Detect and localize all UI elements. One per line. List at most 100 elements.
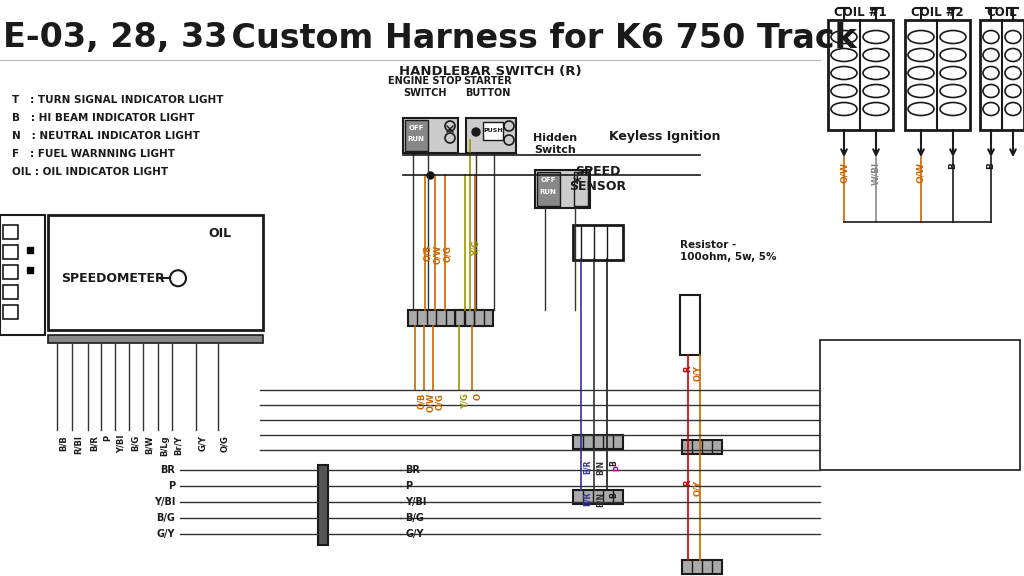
Text: B: B	[609, 460, 618, 466]
Text: Y/Bl: Y/Bl	[154, 497, 175, 507]
Bar	[573, 225, 623, 260]
Text: B/N: B/N	[596, 460, 605, 475]
Text: COIL: COIL	[987, 6, 1017, 18]
Text: P: P	[613, 465, 622, 471]
Bar	[980, 20, 1024, 130]
Bar	[483, 122, 503, 140]
Text: B/G: B/G	[131, 435, 140, 451]
Circle shape	[472, 128, 480, 136]
Bar	[318, 465, 328, 545]
Text: COIL #1: COIL #1	[834, 6, 887, 18]
Bar	[3, 265, 18, 279]
Text: Br/Y: Br/Y	[174, 435, 183, 454]
Text: OIL: OIL	[209, 227, 231, 240]
Text: RUN: RUN	[540, 189, 556, 195]
Text: B: B	[948, 162, 957, 169]
Bar	[408, 310, 483, 326]
Text: T   : TURN SIGNAL INDICATOR LIGHT: T : TURN SIGNAL INDICATOR LIGHT	[12, 95, 223, 105]
Bar	[574, 172, 588, 206]
Bar	[573, 490, 623, 504]
Text: B/R: B/R	[583, 492, 592, 506]
Text: Y/G: Y/G	[472, 240, 481, 256]
Text: OFF: OFF	[541, 177, 556, 183]
Text: R: R	[683, 365, 692, 372]
Text: HANDLEBAR SWITCH (R): HANDLEBAR SWITCH (R)	[398, 66, 582, 78]
Text: B/G: B/G	[406, 513, 424, 523]
Text: RUN: RUN	[408, 136, 424, 142]
Bar	[820, 340, 1020, 470]
Text: SPEED
SENSOR: SPEED SENSOR	[569, 165, 627, 193]
Bar	[682, 560, 722, 574]
Text: BR: BR	[160, 465, 175, 475]
Text: SPEEDOMETER: SPEEDOMETER	[61, 272, 165, 285]
Text: G/Y: G/Y	[157, 529, 175, 539]
Text: P: P	[103, 435, 112, 441]
Bar	[406, 120, 428, 151]
Text: G/Y: G/Y	[198, 435, 207, 451]
Text: O/Y: O/Y	[693, 365, 702, 381]
Text: R/Bl: R/Bl	[74, 435, 83, 454]
Text: O/W: O/W	[426, 393, 435, 412]
Text: B: B	[986, 162, 995, 169]
Text: ENGINE STOP
SWITCH: ENGINE STOP SWITCH	[388, 77, 462, 98]
Text: P: P	[168, 481, 175, 491]
Text: B/Lg: B/Lg	[160, 435, 169, 456]
Text: B/B: B/B	[59, 435, 68, 451]
Text: O/Y: O/Y	[693, 480, 702, 496]
Text: N   : NEUTRAL INDICATOR LIGHT: N : NEUTRAL INDICATOR LIGHT	[12, 131, 200, 141]
Bar	[0, 215, 45, 335]
Text: E-03, 28, 33: E-03, 28, 33	[3, 21, 227, 55]
Text: *: *	[572, 175, 582, 193]
Text: F   : FUEL WARNNING LIGHT: F : FUEL WARNNING LIGHT	[12, 149, 175, 159]
Text: B: B	[609, 492, 618, 498]
Text: O/W: O/W	[433, 245, 442, 264]
Bar	[680, 295, 700, 355]
Bar	[537, 172, 560, 206]
Bar	[3, 225, 18, 239]
Text: G/Y: G/Y	[406, 529, 424, 539]
Text: O/G: O/G	[220, 435, 229, 452]
Text: O/W: O/W	[916, 162, 926, 183]
Text: PUSH: PUSH	[483, 128, 503, 134]
Text: STARTER
BUTTON: STARTER BUTTON	[464, 77, 512, 98]
Bar	[455, 310, 493, 326]
Text: OIL : OIL INDICATOR LIGHT: OIL : OIL INDICATOR LIGHT	[12, 167, 168, 177]
Text: Hidden
Switch: Hidden Switch	[532, 134, 578, 155]
Text: Keyless Ignition: Keyless Ignition	[609, 130, 721, 143]
Text: Y/Bl: Y/Bl	[406, 497, 426, 507]
Text: Y/Bl: Y/Bl	[117, 435, 126, 453]
Bar	[905, 20, 970, 130]
Bar	[3, 245, 18, 259]
Bar	[828, 20, 893, 130]
Text: O/W: O/W	[840, 162, 849, 183]
Bar	[535, 170, 590, 208]
Text: B/N: B/N	[596, 492, 605, 507]
Bar	[466, 118, 516, 153]
Text: O/G: O/G	[443, 245, 452, 262]
Text: O/G: O/G	[435, 393, 444, 410]
Bar	[3, 305, 18, 319]
Text: W/Bl: W/Bl	[871, 162, 881, 185]
Text: BR: BR	[406, 465, 420, 475]
Text: Resistor -
100ohm, 5w, 5%: Resistor - 100ohm, 5w, 5%	[680, 240, 776, 262]
Text: B/G: B/G	[156, 513, 175, 523]
Text: B/R: B/R	[90, 435, 99, 451]
Bar	[48, 215, 263, 330]
Bar	[573, 435, 623, 449]
Text: R: R	[683, 480, 692, 487]
Text: O/B: O/B	[423, 245, 432, 262]
Bar	[48, 335, 263, 343]
Bar	[403, 118, 458, 153]
Text: O/B: O/B	[417, 393, 426, 410]
Text: P: P	[406, 481, 412, 491]
Text: Y/G: Y/G	[461, 393, 470, 409]
Text: B/R: B/R	[583, 460, 592, 475]
Text: OFF: OFF	[409, 125, 424, 131]
Text: Custom Harness for K6 750 Track: Custom Harness for K6 750 Track	[185, 21, 857, 55]
Text: O: O	[474, 393, 483, 400]
Text: B/W: B/W	[145, 435, 154, 454]
Text: B   : HI BEAM INDICATOR LIGHT: B : HI BEAM INDICATOR LIGHT	[12, 113, 195, 123]
Bar	[3, 285, 18, 299]
Text: COIL #2: COIL #2	[910, 6, 964, 18]
Bar	[682, 440, 722, 454]
